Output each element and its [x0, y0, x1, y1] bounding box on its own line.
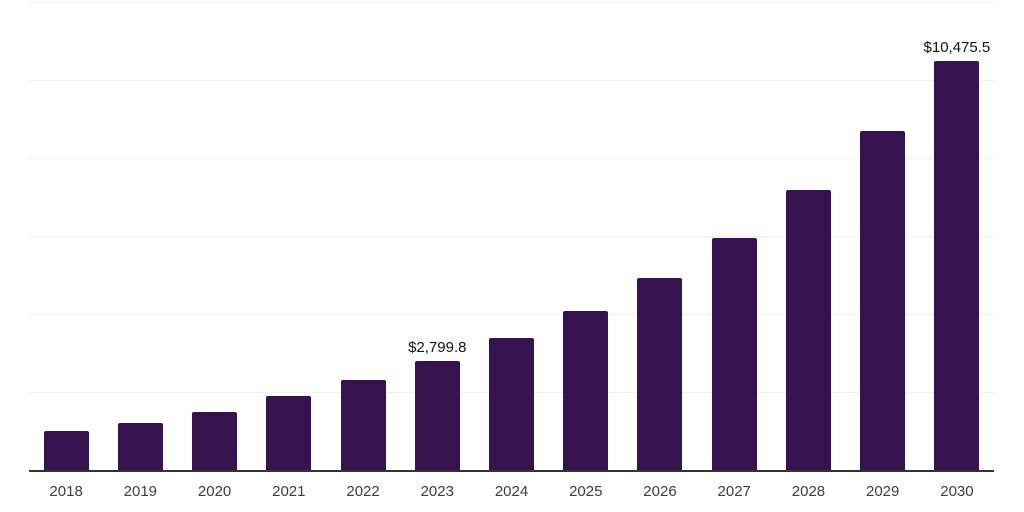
x-tick-label-2029: 2029: [866, 483, 900, 500]
gridline: [29, 80, 994, 81]
gridline: [29, 158, 994, 159]
bar-value-label-2023: $2,799.8: [408, 338, 467, 356]
x-tick-label-2019: 2019: [123, 483, 158, 500]
x-tick-label-2023: 2023: [420, 483, 454, 500]
bar-value-label-2030: $10,475.5: [923, 39, 991, 57]
x-tick-label-2024: 2024: [494, 483, 529, 500]
x-tick-label-2027: 2027: [717, 483, 751, 500]
bar-2021: [266, 396, 312, 470]
chart-plot-area: $2,799.8 $10,475.5: [29, 2, 994, 472]
bar-2018: [43, 431, 89, 470]
x-tick-label-2030: 2030: [940, 483, 974, 500]
x-tick-label-2018: 2018: [49, 483, 83, 500]
bar-2029: [860, 131, 906, 470]
x-tick-label-2026: 2026: [643, 483, 677, 500]
x-tick-label-2020: 2020: [197, 483, 232, 500]
gridline: [29, 236, 994, 237]
x-axis-tick-labels: 2018 2019 2020 2021 2022 2023 2024 2025 2026 2027…: [29, 483, 994, 504]
x-tick-label-2028: 2028: [791, 483, 826, 500]
bar-2025: [563, 310, 609, 470]
gridline: [29, 2, 994, 3]
bar-2023: [414, 360, 460, 470]
x-tick-label-2022: 2022: [346, 483, 380, 500]
bar-2022: [340, 380, 386, 470]
x-tick-label-2021: 2021: [272, 483, 306, 500]
bar-2030: [934, 61, 980, 470]
bar-2024: [489, 338, 534, 470]
bar-2027: [711, 237, 757, 470]
x-tick-label-2025: 2025: [569, 483, 603, 500]
gridline: [29, 314, 994, 315]
bar-2026: [637, 277, 683, 470]
bar-2020: [192, 411, 238, 470]
bar-2019: [117, 422, 163, 470]
bar-2028: [785, 189, 831, 470]
